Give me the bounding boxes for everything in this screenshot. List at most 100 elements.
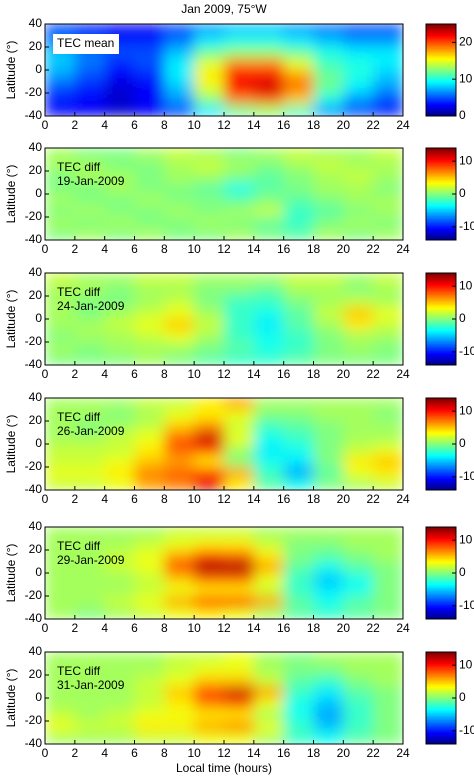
y-tick-label: 0 [35, 62, 42, 76]
colorbar-step [426, 84, 456, 87]
colorbar-step [426, 311, 456, 314]
cell [104, 353, 135, 365]
colorbar-step [426, 422, 456, 425]
colorbar-step [426, 294, 456, 297]
cell [343, 573, 374, 585]
cell [343, 24, 374, 36]
cell [45, 148, 76, 160]
colorbar-step [426, 217, 456, 219]
cell [74, 444, 106, 456]
cell [134, 663, 165, 676]
cell [194, 58, 225, 71]
colorbar-tick-label: -10 [459, 598, 474, 612]
cell [283, 307, 314, 320]
cell [313, 652, 344, 664]
cell [283, 353, 314, 365]
cell [134, 538, 165, 551]
colorbar-step [426, 219, 456, 222]
cell [45, 58, 76, 71]
cell [134, 432, 165, 445]
cell [164, 721, 195, 733]
cell [74, 573, 106, 585]
colorbar-step [426, 35, 456, 38]
colorbar-step [426, 155, 456, 158]
colorbar-step [426, 153, 456, 156]
cell [134, 607, 165, 619]
cell [224, 675, 255, 687]
colorbar-step [426, 179, 456, 182]
cell [313, 432, 344, 445]
x-tick-label: 6 [131, 242, 138, 256]
colorbar-step [426, 39, 456, 42]
colorbar-step [426, 313, 456, 316]
colorbar [426, 273, 456, 366]
cell [253, 698, 285, 710]
colorbar-step [426, 182, 456, 185]
cell [343, 342, 374, 354]
cell [74, 467, 106, 479]
colorbar-step [426, 527, 456, 529]
cell [45, 421, 76, 433]
colorbar-step [426, 482, 456, 485]
cell [224, 596, 255, 608]
annotation: TEC diff [57, 664, 101, 678]
cell [194, 307, 225, 320]
annotation: TEC mean [57, 36, 114, 50]
cell [373, 93, 403, 105]
colorbar-step [426, 548, 456, 551]
cell [45, 432, 76, 445]
cell [104, 273, 135, 285]
colorbar-step [426, 425, 456, 428]
cell [373, 596, 403, 608]
colorbar-step [426, 700, 456, 703]
colorbar-step [426, 670, 456, 673]
annotation: TEC diff [57, 285, 101, 299]
y-tick-label: -20 [25, 588, 43, 602]
cell [313, 58, 344, 71]
cell [313, 182, 344, 195]
cell [283, 732, 314, 744]
colorbar-step [426, 88, 456, 91]
x-tick-label: 4 [101, 492, 108, 506]
cell [313, 478, 344, 490]
x-tick-label: 4 [101, 746, 108, 760]
cell [104, 342, 135, 354]
cell [74, 698, 106, 710]
cell [74, 273, 106, 285]
cell [104, 550, 135, 562]
cell [74, 307, 106, 320]
colorbar-step [426, 718, 456, 721]
cell [373, 444, 403, 456]
colorbar-step [426, 660, 456, 663]
cell [373, 330, 403, 343]
cell [373, 171, 403, 183]
cell [253, 663, 285, 676]
colorbar-step [426, 598, 456, 601]
cell [194, 319, 225, 331]
colorbar-step [426, 698, 456, 700]
colorbar-step [426, 715, 456, 718]
colorbar-step [426, 587, 456, 590]
cell [283, 148, 314, 160]
colorbar-step [426, 416, 456, 419]
cell [74, 342, 106, 354]
colorbar-step [426, 211, 456, 214]
y-tick-label: 40 [29, 519, 43, 533]
cell [194, 217, 225, 229]
colorbar-step [426, 165, 456, 168]
cell [74, 58, 106, 71]
colorbar-step [426, 449, 456, 452]
cell [134, 409, 165, 422]
cell [194, 698, 225, 710]
colorbar-step [426, 577, 456, 580]
colorbar-step [426, 156, 456, 159]
x-tick-label: 14 [247, 118, 261, 132]
colorbar-step [426, 399, 456, 402]
colorbar-step [426, 528, 456, 531]
cell [194, 732, 225, 744]
colorbar-step [426, 58, 456, 61]
x-tick-label: 22 [366, 746, 380, 760]
colorbar-step [426, 478, 456, 481]
colorbar-step [426, 534, 456, 537]
cell [194, 455, 225, 468]
